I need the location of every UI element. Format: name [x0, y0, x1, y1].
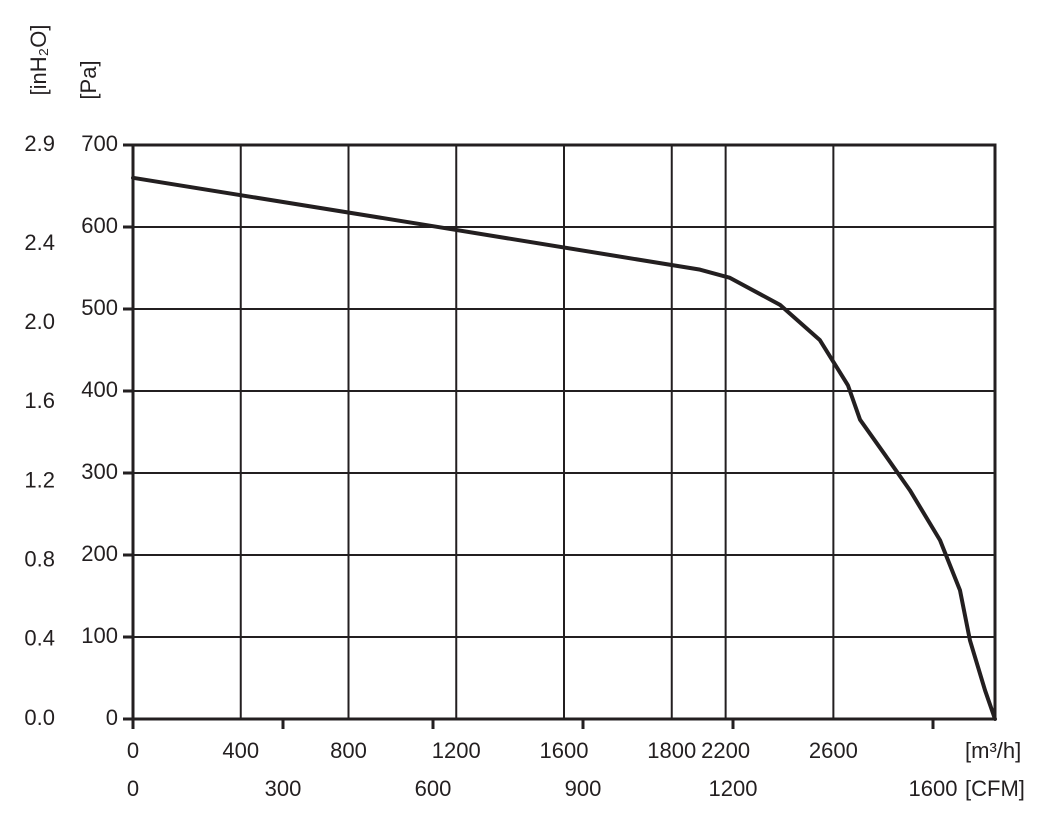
y-tick-label: 700	[81, 131, 118, 156]
x2-tick-label: 600	[415, 776, 452, 801]
x-tick-label: 800	[330, 738, 367, 763]
y2-tick-label: 2.4	[24, 230, 55, 255]
x-axis-label: [m³/h]	[965, 738, 1021, 763]
y-tick-label: 600	[81, 213, 118, 238]
plot-frame	[131, 143, 997, 721]
y2-tick-label: 0.8	[24, 546, 55, 571]
y-tick-label: 500	[81, 295, 118, 320]
x-tick-label: 400	[222, 738, 259, 763]
x-tick-label: 1800	[647, 738, 696, 763]
x-tick-label: 0	[127, 738, 139, 763]
y2-tick-label: 2.0	[24, 309, 55, 334]
x-tick-label: 1600	[540, 738, 589, 763]
y-axis-label: [Pa]	[76, 60, 101, 99]
x-tick-label: 2600	[809, 738, 858, 763]
x2-tick-label: 300	[265, 776, 302, 801]
y2-tick-label: 1.6	[24, 388, 55, 413]
curve	[131, 175, 997, 721]
x2-tick-label: 900	[565, 776, 602, 801]
x-tick-label: 2200	[701, 738, 750, 763]
y-tick-label: 0	[106, 705, 118, 730]
x2-tick-label: 1600	[909, 776, 958, 801]
x-tick-label: 1200	[432, 738, 481, 763]
y2-tick-label: 0.4	[24, 626, 55, 651]
y-tick-label: 100	[81, 623, 118, 648]
y2-tick-label: 0.0	[24, 705, 55, 730]
y-tick-label: 300	[81, 459, 118, 484]
y2-tick-label: 2.9	[24, 131, 55, 156]
y-tick-label: 400	[81, 377, 118, 402]
y2-axis-label: [inH₂O]	[26, 25, 51, 96]
y2-tick-label: 1.2	[24, 467, 55, 492]
x2-tick-label: 0	[127, 776, 139, 801]
x2-tick-label: 1200	[709, 776, 758, 801]
x2-axis-label: [CFM]	[965, 776, 1025, 801]
y-tick-label: 200	[81, 541, 118, 566]
